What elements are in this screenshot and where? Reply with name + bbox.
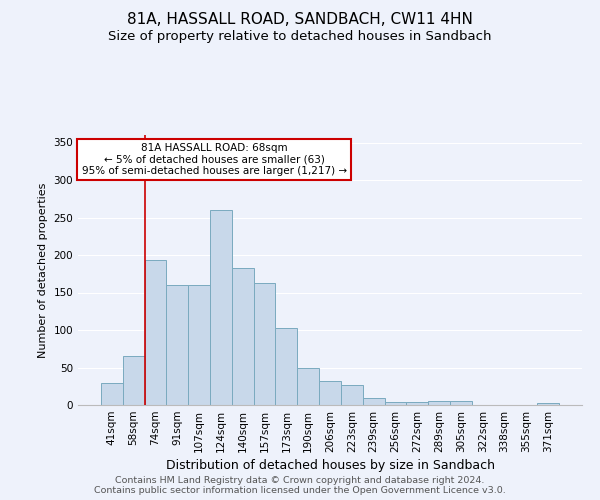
Bar	[166, 285, 188, 405]
Text: Contains HM Land Registry data © Crown copyright and database right 2024.
Contai: Contains HM Land Registry data © Crown c…	[94, 476, 506, 495]
Bar	[450, 401, 472, 405]
Bar	[297, 368, 319, 405]
Bar	[232, 268, 254, 405]
Bar	[385, 402, 406, 405]
Bar	[123, 356, 145, 405]
Bar	[275, 328, 297, 405]
Bar	[537, 403, 559, 405]
Bar	[428, 401, 450, 405]
Bar	[210, 210, 232, 405]
Text: 81A HASSALL ROAD: 68sqm
← 5% of detached houses are smaller (63)
95% of semi-det: 81A HASSALL ROAD: 68sqm ← 5% of detached…	[82, 143, 347, 176]
Text: Size of property relative to detached houses in Sandbach: Size of property relative to detached ho…	[108, 30, 492, 43]
Y-axis label: Number of detached properties: Number of detached properties	[38, 182, 48, 358]
Bar	[145, 260, 166, 405]
Bar	[188, 285, 210, 405]
X-axis label: Distribution of detached houses by size in Sandbach: Distribution of detached houses by size …	[166, 459, 494, 472]
Bar	[363, 398, 385, 405]
Bar	[406, 402, 428, 405]
Bar	[254, 283, 275, 405]
Text: 81A, HASSALL ROAD, SANDBACH, CW11 4HN: 81A, HASSALL ROAD, SANDBACH, CW11 4HN	[127, 12, 473, 28]
Bar	[101, 382, 123, 405]
Bar	[341, 385, 363, 405]
Bar	[319, 381, 341, 405]
